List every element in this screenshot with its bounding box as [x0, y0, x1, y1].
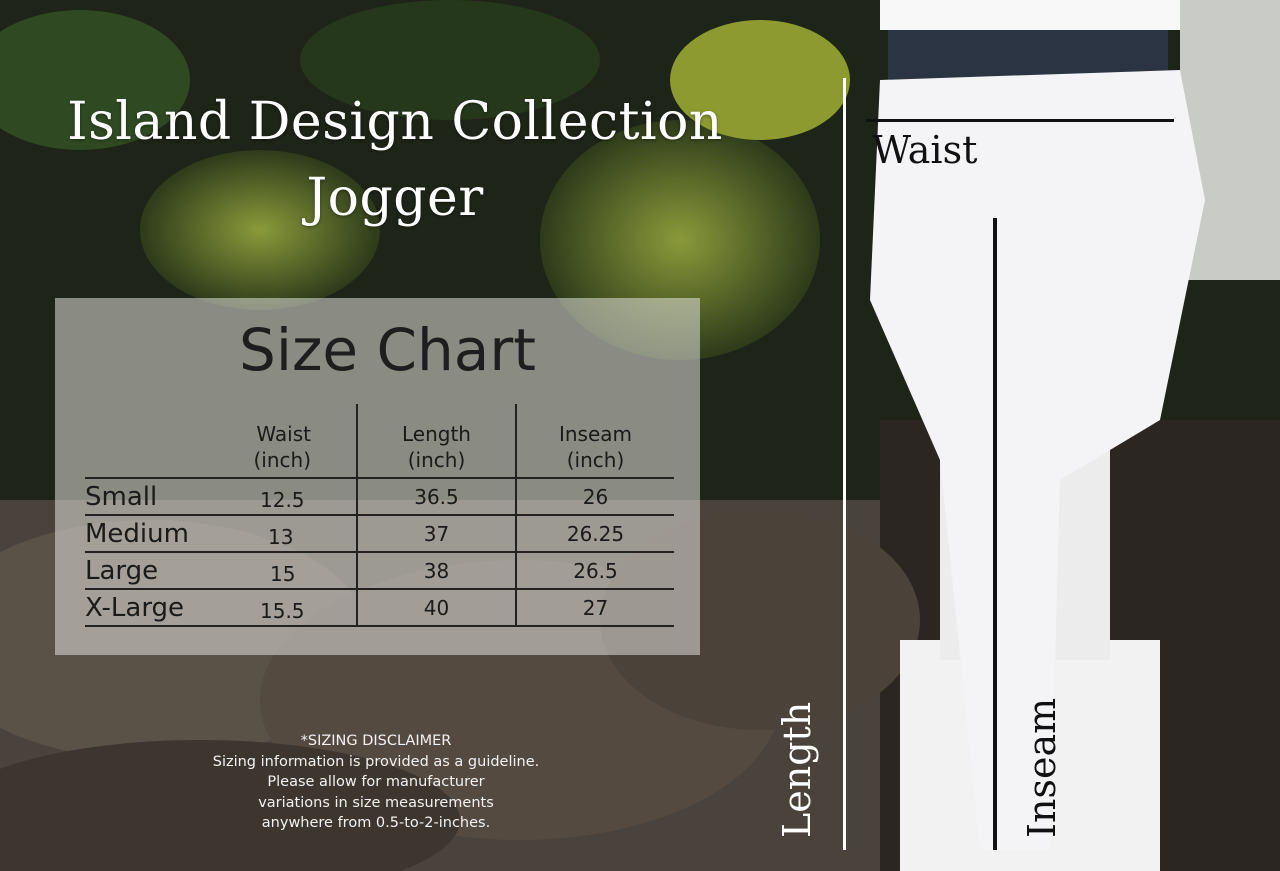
- size-chart-table: Waist (inch) Length (inch) Inseam (inch) Sm…: [85, 404, 674, 627]
- sizing-disclaimer: *SIZING DISCLAIMER Sizing information is…: [200, 731, 552, 834]
- size-chart-panel: Size Chart Waist (inch) Length (inch) Inse…: [55, 298, 700, 655]
- inseam-measure-line: [993, 218, 997, 850]
- waist-value: 12.5: [260, 488, 305, 512]
- size-chart-title: Size Chart: [239, 316, 536, 384]
- inseam-measure-label: Inseam: [1020, 697, 1064, 838]
- product-title-line1: Island Design Collection: [67, 92, 723, 152]
- length-value: 36.5: [356, 477, 516, 515]
- table-row: Medium 13 37 26.25: [85, 514, 674, 552]
- length-value: 40: [356, 588, 516, 627]
- inseam-value: 26.5: [515, 551, 674, 589]
- waist-value: 15: [270, 562, 296, 586]
- table-row: Small 12.5 36.5 26: [85, 477, 674, 515]
- length-measure-line: [843, 78, 846, 850]
- disclaimer-line: Sizing information is provided as a guid…: [212, 753, 540, 770]
- disclaimer-heading: *SIZING DISCLAIMER: [300, 733, 452, 749]
- size-label: Medium: [85, 518, 189, 549]
- length-value: 38: [356, 551, 516, 589]
- product-title-line2: Jogger: [306, 168, 484, 228]
- table-row: Large 15 38 26.5: [85, 551, 674, 589]
- inseam-value: 26.25: [515, 514, 674, 552]
- length-value: 37: [356, 514, 516, 552]
- length-measure-label: Length: [775, 701, 819, 838]
- column-header-waist: Waist (inch): [253, 422, 311, 472]
- inseam-value: 26: [515, 477, 674, 515]
- waist-measure-line: [866, 119, 1174, 122]
- size-label: Small: [85, 481, 158, 512]
- disclaimer-line: anywhere from 0.5-to-2-inches.: [261, 815, 491, 831]
- size-label: X-Large: [85, 592, 185, 623]
- waist-measure-label: Waist: [872, 128, 978, 172]
- size-label: Large: [85, 555, 159, 586]
- table-row: X-Large 15.5 40 27: [85, 588, 674, 627]
- waist-value: 15.5: [260, 599, 305, 623]
- disclaimer-line: Please allow for manufacturer: [267, 774, 485, 790]
- waist-value: 13: [268, 525, 294, 549]
- disclaimer-line: variations in size measurements: [258, 794, 494, 811]
- inseam-value: 27: [515, 588, 674, 627]
- column-header-length: Length (inch): [356, 404, 516, 478]
- table-header-row: Waist (inch) Length (inch) Inseam (inch): [85, 404, 674, 478]
- column-header-inseam: Inseam (inch): [515, 404, 674, 478]
